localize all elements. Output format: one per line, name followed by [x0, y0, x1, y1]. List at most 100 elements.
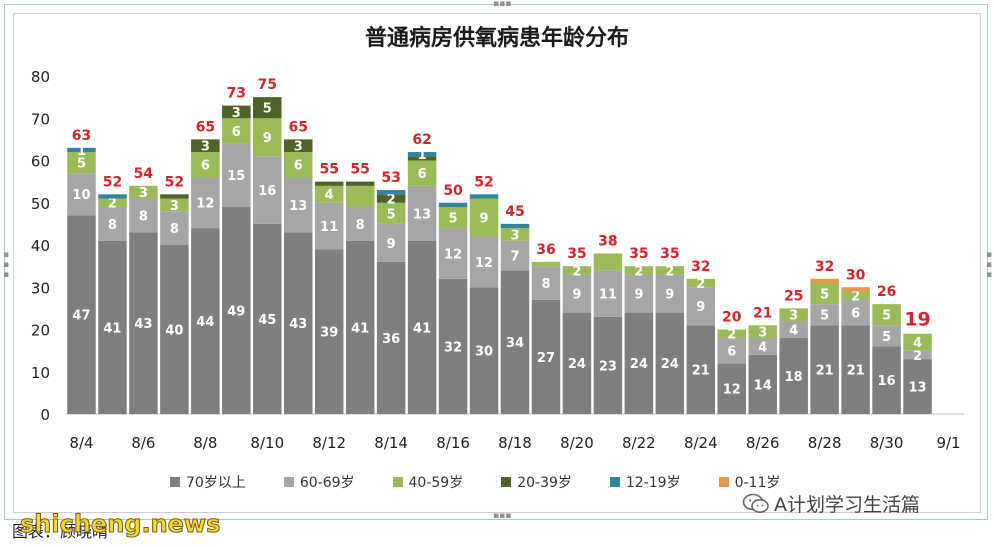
total-label: 25 [784, 288, 803, 304]
data-label: 11 [320, 220, 338, 235]
bar-segment [748, 337, 777, 355]
bar-segment [562, 274, 592, 313]
y-tick-label: 10 [31, 364, 50, 382]
x-tick-label: 8/22 [622, 434, 656, 452]
total-label: 55 [319, 162, 338, 178]
bar-segment [407, 185, 437, 241]
total-label: 45 [505, 204, 524, 220]
resize-handle-top[interactable]: ▪▪▪ [493, 0, 512, 9]
data-label: 15 [227, 169, 245, 184]
bar-segment [129, 198, 158, 233]
bar-segment [531, 261, 561, 267]
data-label: 4 [758, 340, 767, 355]
total-label: 63 [72, 128, 91, 144]
data-label: 27 [537, 351, 555, 366]
bar-segment [67, 147, 96, 153]
bar-segment [562, 312, 592, 414]
resize-handle-left[interactable]: ▪▪▪ [1, 250, 11, 280]
data-label: 12 [723, 383, 741, 398]
watermark-text: A计划学习生活篇 [774, 494, 920, 516]
bar-segment [191, 177, 220, 229]
legend-label: 70岁以上 [186, 475, 246, 491]
y-tick-label: 80 [31, 68, 50, 86]
bar-segment [129, 185, 158, 199]
wechat-icon [742, 493, 769, 513]
data-label: 2 [727, 328, 736, 343]
legend-label: 60-69岁 [299, 475, 355, 491]
bar-segment [283, 139, 313, 153]
data-label: 8 [541, 277, 550, 292]
legend-item-0-11: 0-11岁 [718, 472, 780, 492]
data-label: 9 [665, 288, 674, 303]
bar-segment [376, 190, 406, 195]
bar-segment [779, 337, 808, 414]
data-label: 41 [103, 321, 121, 336]
bar-segment [67, 152, 96, 174]
total-label: 30 [846, 267, 866, 283]
bar-segment [593, 253, 623, 271]
y-tick-label: 70 [31, 110, 50, 128]
bar-segment [686, 278, 716, 288]
total-label: 35 [629, 246, 648, 262]
resize-handle-right[interactable]: ▪▪▪ [984, 250, 994, 280]
data-label: 21 [847, 364, 865, 379]
x-tick-label: 8/14 [374, 434, 408, 452]
chart-title: 普通病房供氧病患年龄分布 [364, 26, 629, 51]
total-label: 35 [567, 246, 586, 262]
bar-segment [872, 325, 901, 347]
total-label: 65 [196, 119, 215, 135]
total-label: 65 [288, 119, 307, 135]
bar-segment [748, 354, 777, 414]
data-label: 13 [289, 199, 307, 214]
bar-segment [500, 228, 530, 241]
total-label: 36 [536, 242, 555, 258]
bar-segment [98, 206, 127, 241]
resize-handle-bottom[interactable]: ▪▪▪ [493, 511, 512, 521]
data-label: 45 [258, 313, 276, 328]
total-label: 38 [598, 233, 617, 249]
data-label: 7 [510, 250, 519, 265]
bar-segment [129, 232, 158, 414]
total-label: 32 [691, 259, 710, 275]
bar-segment [376, 261, 406, 414]
data-label: 43 [134, 317, 152, 332]
x-tick-label: 8/28 [808, 434, 842, 452]
bar-segment [314, 249, 344, 414]
data-label: 2 [851, 290, 860, 305]
bar-segment [407, 156, 437, 161]
data-label: 5 [387, 207, 396, 222]
data-label: 30 [475, 345, 493, 360]
bar-segment [717, 337, 747, 364]
total-label: 52 [165, 174, 184, 190]
bar-segment [253, 118, 282, 157]
data-label: 5 [882, 330, 891, 345]
bar-segment [717, 329, 747, 338]
data-label: 3 [232, 106, 241, 121]
data-label: 9 [696, 300, 705, 315]
data-label: 2 [696, 277, 705, 292]
bar-segment [160, 245, 189, 414]
wechat-watermark: A计划学习生活篇 [742, 490, 920, 517]
bar-segment [98, 240, 127, 414]
bar-segment [593, 316, 623, 414]
data-label: 9 [387, 237, 396, 252]
bar-segment [438, 278, 468, 414]
legend-item-60-69: 60-69岁 [283, 472, 355, 492]
bar-segment [253, 156, 282, 224]
total-label: 53 [381, 170, 400, 186]
bar-segment [841, 287, 870, 292]
data-label: 8 [139, 209, 148, 224]
bar-segment [469, 194, 499, 199]
total-label: 35 [660, 246, 679, 262]
bar-segment [314, 185, 344, 203]
data-label: 9 [634, 288, 643, 303]
source-caption: 图表：顾晓晴 [12, 522, 109, 541]
data-label: 12 [444, 247, 462, 262]
data-label: 8 [170, 222, 179, 237]
data-label: 13 [909, 380, 927, 395]
bar-segment [345, 206, 375, 241]
bar-segment [655, 312, 685, 414]
total-label: 55 [350, 162, 369, 178]
data-label: 14 [754, 378, 772, 393]
total-label: 73 [227, 86, 246, 102]
